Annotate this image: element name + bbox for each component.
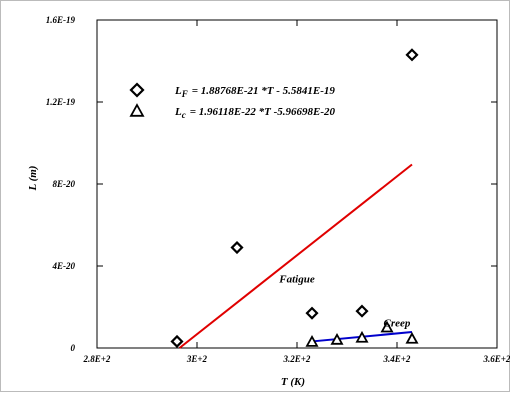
x-tick-label: 2.8E+2 — [83, 354, 111, 364]
data-markers — [170, 48, 419, 348]
legend-equation: = 1.88768E-21 *T - 5.5841E-19 — [192, 85, 336, 97]
creep-annotation: Creep — [384, 317, 411, 329]
fatigue-point — [355, 304, 369, 318]
fatigue-fit-line — [178, 163, 413, 349]
legend-entry: LF = 1.88768E-21 *T - 5.5841E-19 — [174, 85, 335, 99]
fatigue-point — [230, 240, 244, 255]
y-tick-label: 4E-20 — [52, 261, 76, 271]
legend: LF = 1.88768E-21 *T - 5.5841E-19 Lc = 1.961… — [129, 82, 336, 120]
legend-prefix: L — [174, 106, 182, 118]
legend-prefix: L — [174, 85, 182, 97]
legend-subscript: c — [182, 110, 186, 120]
x-axis-label: T (K) — [281, 376, 305, 388]
legend-equation: = 1.96118E-22 *T -5.96698E-20 — [190, 106, 336, 118]
legend-diamond-marker — [129, 82, 145, 98]
fatigue-annotation: Fatigue — [278, 273, 315, 285]
legend-entry: Lc = 1.96118E-22 *T -5.96698E-20 — [174, 106, 336, 120]
fatigue-point — [170, 334, 184, 348]
axis-ticks: 2.8E+2 3E+2 3.2E+2 3.4E+2 3.6E+2 0 4E-20 8E-20 1… — [46, 15, 510, 364]
legend-subscript: F — [181, 89, 188, 99]
creep-point — [405, 331, 419, 344]
legend-triangle-marker — [129, 103, 145, 117]
creep-point — [305, 334, 319, 347]
y-tick-label: 1.6E-19 — [46, 15, 76, 25]
creep-point — [380, 320, 394, 333]
y-axis-label: L (m) — [27, 166, 39, 192]
creep-point — [330, 332, 344, 345]
creep-point — [355, 330, 369, 343]
x-tick-label: 3E+2 — [186, 354, 208, 364]
fatigue-point — [405, 48, 419, 62]
x-tick-label: 3.2E+2 — [283, 354, 311, 364]
annotations: Fatigue Creep — [278, 273, 411, 329]
x-tick-label: 3.6E+2 — [483, 354, 510, 364]
y-tick-label: 1.2E-19 — [46, 97, 76, 107]
fatigue-point — [305, 306, 319, 320]
y-tick-label: 0 — [71, 343, 76, 353]
y-tick-label: 8E-20 — [53, 179, 76, 189]
x-tick-label: 3.4E+2 — [383, 354, 411, 364]
